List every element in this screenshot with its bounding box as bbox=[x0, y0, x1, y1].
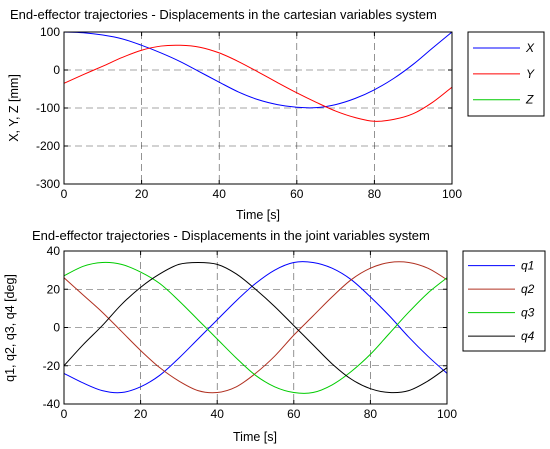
grid bbox=[64, 32, 452, 184]
ticks: 0 20 40 60 80 100 40 20 0 -20 -40 bbox=[43, 244, 458, 421]
legend-label: X bbox=[525, 41, 535, 55]
legend-box bbox=[462, 250, 546, 352]
grid bbox=[64, 251, 447, 404]
x-axis-label: Time [s] bbox=[233, 430, 277, 444]
y-tick-label: 0 bbox=[53, 321, 60, 335]
y-axis-label: q1, q2, q3, q4 [deg] bbox=[3, 274, 17, 382]
ticks: 0 20 40 60 80 100 100 0 -100 -200 -300 bbox=[36, 25, 462, 201]
x-tick-label: 80 bbox=[368, 187, 382, 201]
x-tick-label: 60 bbox=[290, 187, 304, 201]
legend-label: q1 bbox=[521, 259, 534, 273]
chart-title: End-effector trajectories - Displacement… bbox=[10, 7, 437, 22]
legend-label: q4 bbox=[521, 329, 535, 343]
x-tick-label: 100 bbox=[437, 407, 457, 421]
y-tick-label: 0 bbox=[53, 63, 60, 77]
series-line-q3 bbox=[63, 261, 448, 394]
x-tick-label: 60 bbox=[287, 407, 301, 421]
series-group bbox=[63, 261, 448, 394]
chart-joint: End-effector trajectories - Displacement… bbox=[3, 228, 546, 444]
y-tick-label: 100 bbox=[40, 25, 60, 39]
y-tick-label: -100 bbox=[36, 101, 60, 115]
legend-label: q2 bbox=[521, 282, 535, 296]
y-tick-label: -300 bbox=[36, 177, 60, 191]
x-tick-label: 100 bbox=[442, 187, 462, 201]
legend-label: Y bbox=[526, 67, 535, 81]
y-axis-label: X, Y, Z [mm] bbox=[7, 74, 21, 142]
x-tick-label: 20 bbox=[134, 407, 148, 421]
series-line-q2 bbox=[63, 261, 448, 394]
y-tick-label: 40 bbox=[47, 244, 61, 258]
y-tick-label: 20 bbox=[47, 282, 61, 296]
series-line-x bbox=[63, 31, 453, 109]
series-line-q4 bbox=[63, 261, 448, 394]
x-tick-label: 0 bbox=[61, 187, 68, 201]
x-axis-label: Time [s] bbox=[236, 208, 280, 222]
x-tick-label: 20 bbox=[135, 187, 149, 201]
legend: XYZ bbox=[467, 31, 545, 117]
legend: q1 q2 q3 q4 bbox=[462, 250, 546, 352]
series-line-y bbox=[63, 44, 453, 122]
x-tick-label: 0 bbox=[61, 407, 68, 421]
legend-label: Z bbox=[525, 93, 534, 107]
legend-label: q3 bbox=[521, 306, 535, 320]
y-tick-label: -20 bbox=[43, 359, 61, 373]
x-tick-label: 40 bbox=[211, 407, 225, 421]
x-tick-label: 40 bbox=[213, 187, 227, 201]
x-tick-label: 80 bbox=[364, 407, 378, 421]
y-tick-label: -200 bbox=[36, 139, 60, 153]
y-tick-label: -40 bbox=[43, 397, 61, 411]
chart-cartesian: End-effector trajectories - Displacement… bbox=[7, 7, 545, 222]
series-line-q1 bbox=[63, 261, 448, 394]
chart-title: End-effector trajectories - Displacement… bbox=[32, 228, 430, 243]
